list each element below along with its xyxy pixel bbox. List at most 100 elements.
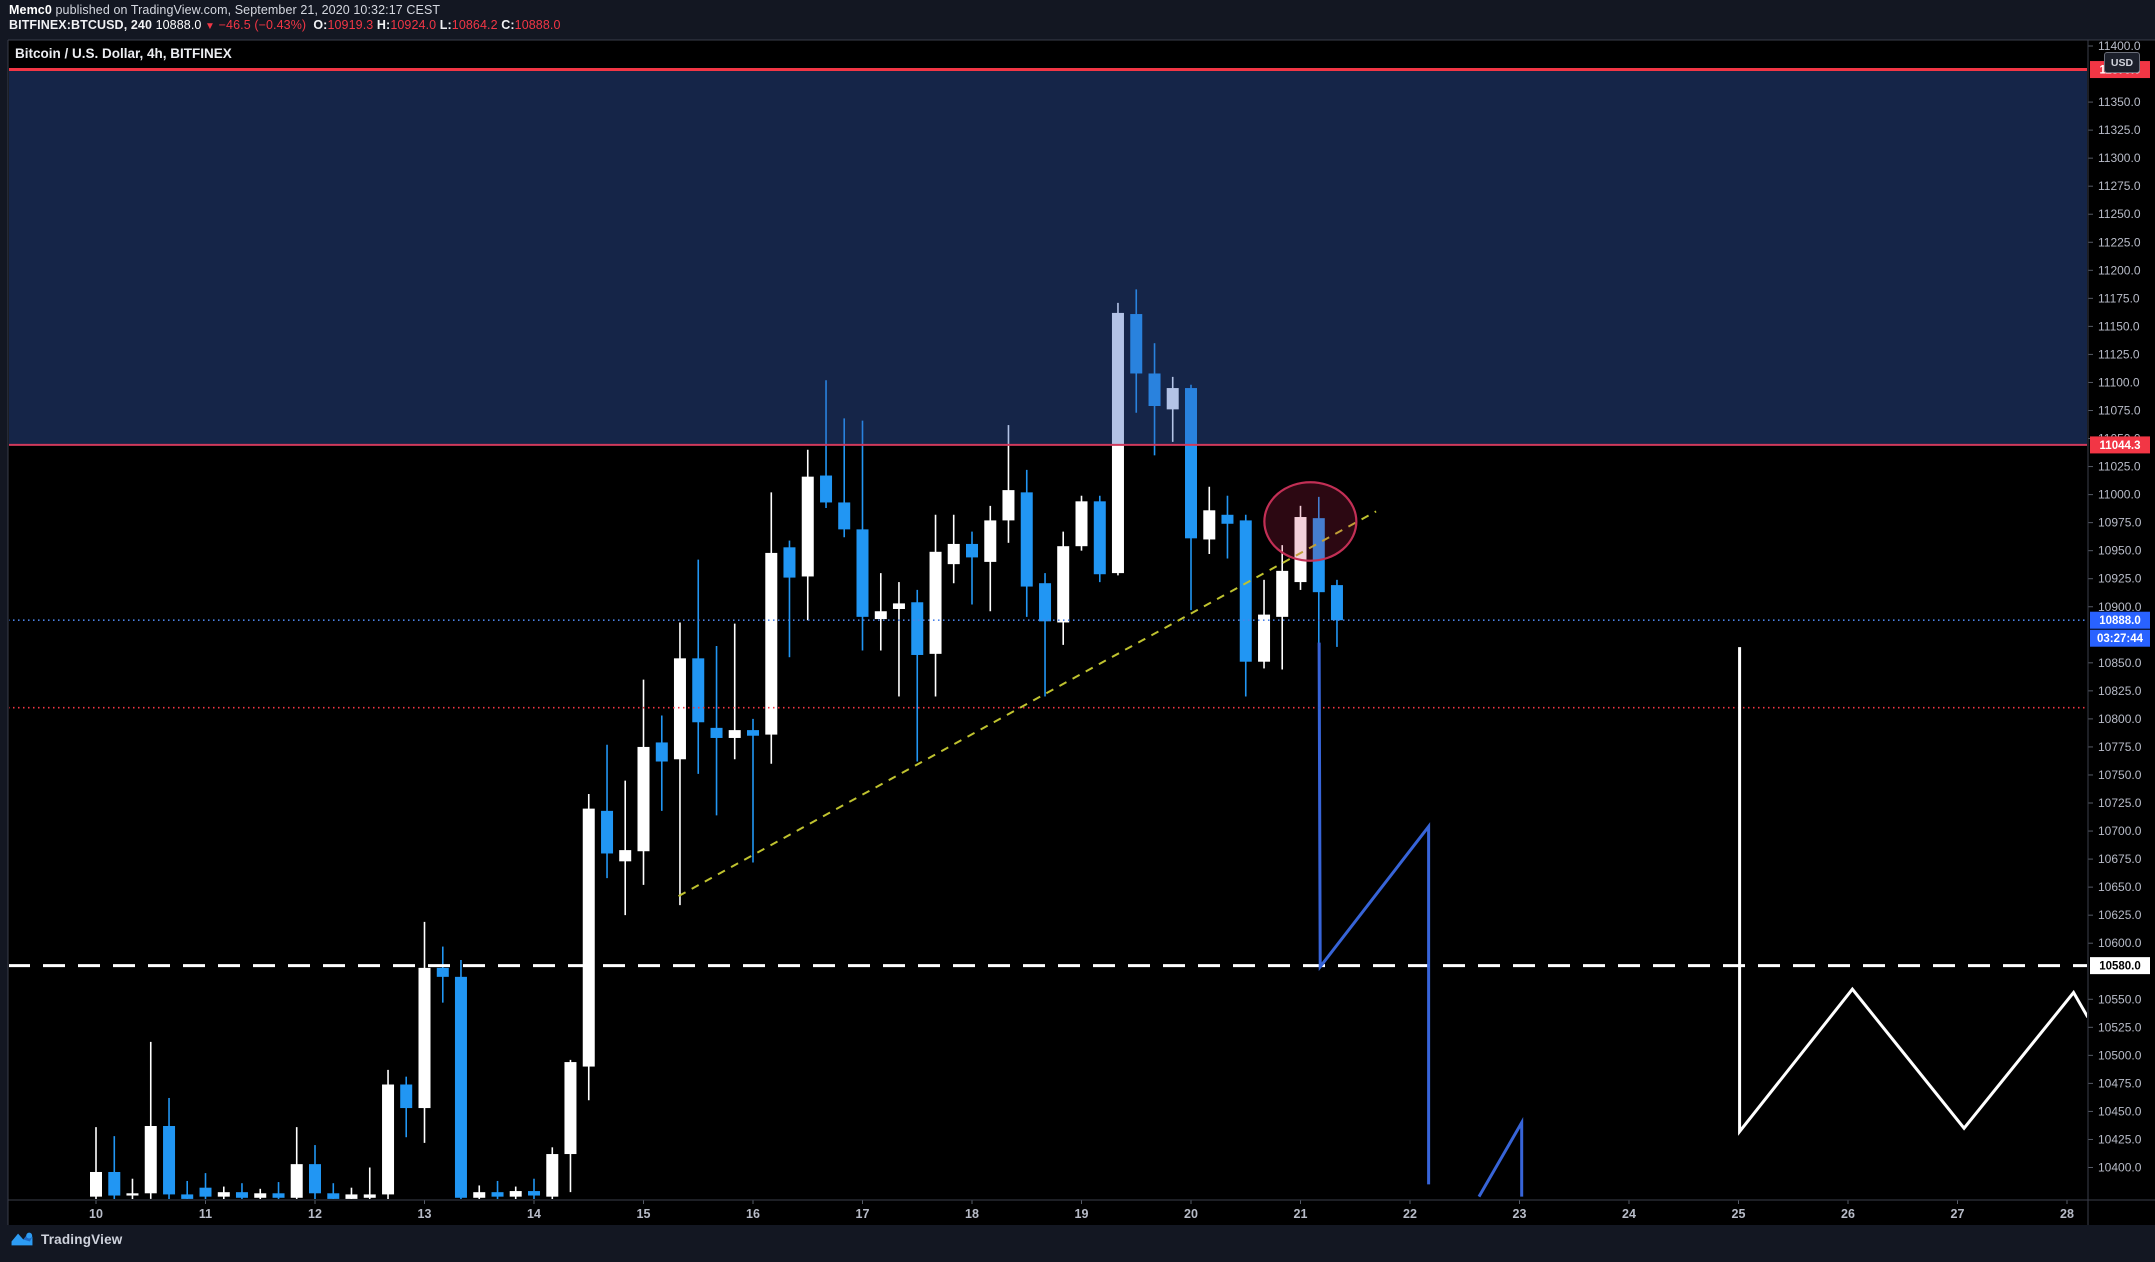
candle-body	[1020, 492, 1033, 587]
candle-body	[1258, 614, 1271, 662]
price-label-last: 10888.0	[2090, 611, 2150, 629]
candle-up	[126, 1178, 139, 1199]
time-tick-label: 14	[527, 1207, 541, 1221]
time-tick-labels: 10 11 12 13 14 15 16 17 18 19 20 21 22 23 24 25 26 27 28	[89, 1200, 2074, 1221]
price-tick-label: 11025.0	[2098, 460, 2141, 474]
time-tick-label: 20	[1184, 1207, 1198, 1221]
tradingview-logo-icon	[10, 1231, 34, 1248]
candle-down	[1239, 514, 1252, 697]
candle-up	[1166, 376, 1179, 442]
price-label-text: 10888.0	[2099, 615, 2141, 627]
price-label-support: 10580.0	[2090, 957, 2150, 975]
price-tick-label: 10400.0	[2098, 1161, 2142, 1175]
price-tick-label: 11125.0	[2098, 347, 2140, 361]
price-tick-label: 11175.0	[2098, 291, 2140, 305]
open-value: 10919.3	[327, 18, 374, 32]
price-tick-label: 10600.0	[2098, 936, 2142, 950]
candle-up	[90, 1127, 102, 1199]
candle-body	[1203, 510, 1216, 540]
candle-down	[400, 1076, 413, 1138]
candle-body	[473, 1192, 486, 1198]
candle-down	[327, 1183, 340, 1199]
tradingview-logo-link[interactable]: TradingView	[10, 1231, 122, 1248]
candle-body	[728, 730, 741, 738]
candle-body	[491, 1192, 504, 1197]
candle-up	[765, 492, 778, 764]
candle-body	[528, 1191, 540, 1196]
candle-up	[582, 794, 595, 1101]
byline-text: published on TradingView.com, September …	[51, 3, 441, 17]
candle-body	[90, 1171, 102, 1197]
candle-down	[454, 960, 467, 1199]
candle-body	[765, 552, 778, 735]
price-tick-label: 10625.0	[2098, 908, 2142, 922]
candle-body	[1166, 388, 1179, 410]
candle-down	[710, 646, 723, 816]
candle-body	[929, 551, 942, 654]
candle-up	[564, 1059, 577, 1193]
candle-body	[290, 1164, 303, 1198]
candle-body	[655, 742, 668, 762]
time-axis[interactable]	[8, 1200, 2088, 1225]
candle-body	[363, 1194, 376, 1198]
price-tick-label: 10425.0	[2098, 1132, 2142, 1146]
price-tick-label: 11325.0	[2098, 123, 2141, 137]
candle-body	[345, 1194, 358, 1199]
price-tick-label: 11000.0	[2098, 488, 2141, 502]
time-tick-label: 23	[1513, 1207, 1527, 1221]
pane-title: Bitcoin / U.S. Dollar, 4h, BITFINEX	[15, 46, 232, 61]
symbol-ohlc-line: BITFINEX:BTCUSD, 240 10888.0 ▼ −46.5 (−0…	[9, 18, 561, 32]
price-axis[interactable]	[2088, 40, 2155, 1225]
candle-body	[801, 476, 814, 577]
time-tick-label: 19	[1075, 1207, 1089, 1221]
candle-body	[509, 1191, 522, 1197]
price-change: −46.5 (−0.43%)	[218, 18, 307, 32]
candle-body	[199, 1187, 212, 1197]
publish-byline: Memc0 published on TradingView.com, Sept…	[9, 3, 440, 17]
candle-up	[728, 623, 741, 760]
time-tick-label: 13	[418, 1207, 432, 1221]
candle-down	[528, 1178, 540, 1199]
candle-up	[345, 1187, 358, 1199]
candle-down	[783, 540, 796, 658]
candle-up	[473, 1185, 486, 1199]
time-tick-label: 18	[965, 1207, 979, 1221]
candle-up	[947, 514, 960, 584]
high-label: H:	[376, 18, 391, 32]
candle-down	[856, 420, 869, 651]
time-tick-label: 12	[308, 1207, 322, 1221]
price-tick-label: 10500.0	[2098, 1048, 2142, 1062]
candle-up	[1057, 531, 1070, 645]
resistance-zone-band	[9, 69, 2087, 445]
candle-body	[546, 1154, 559, 1197]
price-tick-labels: 11400.0 11350.0 11325.0 11300.0 11275.0 11250…	[2088, 39, 2142, 1175]
candle-body	[272, 1193, 285, 1198]
low-value: 10864.2	[451, 18, 498, 32]
chart-plot-area[interactable]	[8, 71, 2088, 1200]
candle-body	[217, 1192, 230, 1197]
highlight-ellipse	[1263, 481, 1358, 562]
candle-body	[692, 658, 705, 723]
high-value: 10924.0	[390, 18, 437, 32]
candle-down	[1093, 495, 1106, 583]
price-label-bg	[2090, 436, 2150, 454]
candle-body	[126, 1193, 139, 1196]
price-tick-label: 10550.0	[2098, 992, 2142, 1006]
candle-body	[327, 1193, 340, 1199]
candle-body	[181, 1194, 194, 1199]
candle-body	[436, 967, 449, 977]
candle-down	[1039, 573, 1052, 697]
price-tick-label: 10900.0	[2098, 600, 2142, 614]
candle-body	[838, 502, 851, 530]
currency-toggle-button[interactable]: USD	[2104, 52, 2140, 73]
candle-up	[1111, 302, 1124, 576]
candle-down	[838, 418, 851, 538]
candle-body	[874, 611, 887, 620]
time-tick-label: 26	[1841, 1207, 1855, 1221]
price-tick-label: 10450.0	[2098, 1104, 2142, 1118]
candle-up	[290, 1127, 303, 1199]
candle-down	[1185, 384, 1197, 611]
candle-down	[911, 589, 924, 762]
candle-up	[801, 449, 814, 621]
